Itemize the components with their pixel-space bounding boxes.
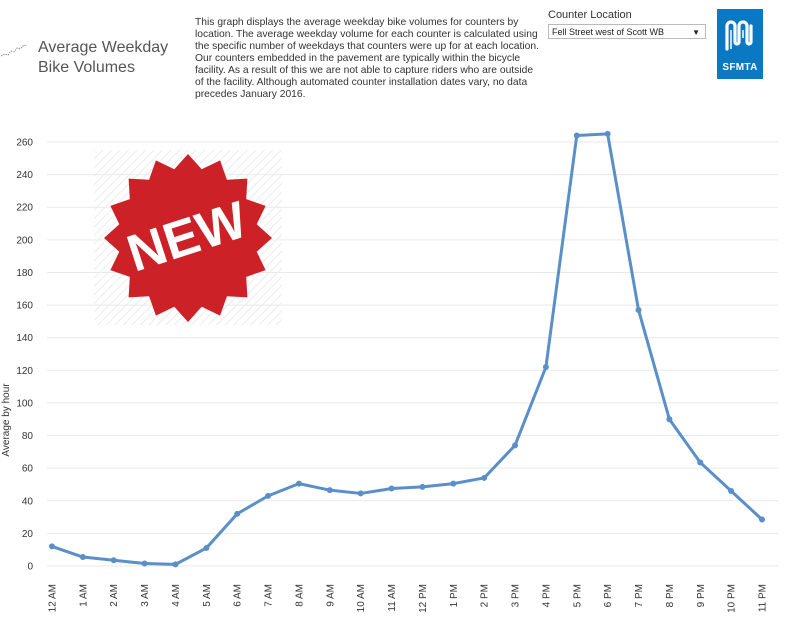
data-point[interactable] <box>542 364 549 371</box>
x-axis-ticks: 12 AM 1 AM 2 AM 3 AM 4 AM 5 AM 6 AM 7 AM 8 AM 9 A… <box>48 584 769 613</box>
y-tick-label: 80 <box>22 431 34 442</box>
badge-starburst <box>104 154 272 322</box>
x-tick-label: 4 PM <box>541 584 552 607</box>
y-tick-label: 180 <box>16 268 33 279</box>
y-tick-label: 260 <box>16 138 33 149</box>
data-point[interactable] <box>295 480 302 487</box>
data-points <box>49 130 765 568</box>
data-point[interactable] <box>79 554 86 561</box>
data-point[interactable] <box>388 485 395 492</box>
counter-location-select[interactable]: Fell Street west of Scott WB ▼ <box>548 24 706 39</box>
x-tick-label: 12 PM <box>418 584 429 613</box>
y-tick-label: 100 <box>16 398 33 409</box>
data-point[interactable] <box>604 130 611 137</box>
data-point[interactable] <box>759 516 765 523</box>
x-tick-label: 5 AM <box>202 584 213 607</box>
data-point[interactable] <box>172 561 179 568</box>
x-tick-label: 9 PM <box>696 584 707 607</box>
data-point[interactable] <box>110 557 117 564</box>
data-point[interactable] <box>697 459 704 466</box>
x-tick-label: 3 PM <box>511 584 522 607</box>
y-tick-label: 60 <box>22 464 34 475</box>
x-tick-label: 7 PM <box>634 584 645 607</box>
title-line-2: Bike Volumes <box>38 59 135 76</box>
y-tick-label: 160 <box>16 301 33 312</box>
sfmta-logo: SFMTA <box>717 9 763 79</box>
sfmta-logo-mark <box>725 20 753 51</box>
data-point[interactable] <box>481 474 488 481</box>
y-axis-ticks: 0 20 40 60 80 100 120 140 160 180 200 220 240 260 <box>16 138 33 573</box>
data-point[interactable] <box>573 132 580 139</box>
data-point[interactable] <box>49 543 55 550</box>
data-point[interactable] <box>141 560 148 567</box>
page-title: Average Weekday Bike Volumes <box>38 38 168 78</box>
new-badge: NEW <box>94 150 282 325</box>
y-tick-label: 140 <box>16 333 33 344</box>
x-tick-label: 2 AM <box>109 584 120 607</box>
y-tick-label: 240 <box>16 170 33 181</box>
x-tick-label: 7 AM <box>264 584 275 607</box>
x-tick-label: 11 PM <box>758 584 769 612</box>
y-tick-label: 0 <box>27 562 33 573</box>
data-point[interactable] <box>326 487 333 494</box>
description-text: This graph displays the average weekday … <box>195 17 539 100</box>
y-tick-label: 220 <box>16 203 33 214</box>
sfmta-logo-text: SFMTA <box>722 62 758 73</box>
dropdown-arrow-icon[interactable]: ▼ <box>692 28 700 37</box>
data-point[interactable] <box>512 442 519 449</box>
data-point[interactable] <box>203 545 210 552</box>
y-tick-label: 40 <box>22 496 34 507</box>
x-tick-label: 8 PM <box>665 584 676 607</box>
x-tick-label: 1 PM <box>449 584 460 607</box>
x-tick-label: 10 PM <box>727 584 738 613</box>
x-tick-label: 4 AM <box>171 584 182 607</box>
counter-location-label: Counter Location <box>548 9 632 21</box>
series-line <box>51 132 764 566</box>
x-tick-label: 8 AM <box>294 584 305 607</box>
data-point[interactable] <box>265 492 272 499</box>
y-tick-label: 120 <box>16 366 33 377</box>
x-tick-label: 9 AM <box>325 584 336 607</box>
y-tick-label: 200 <box>16 235 33 246</box>
chart-thumbnail-icon <box>0 44 28 57</box>
data-point[interactable] <box>357 490 364 497</box>
data-point[interactable] <box>635 306 642 313</box>
x-tick-label: 10 AM <box>356 584 367 612</box>
x-tick-label: 2 PM <box>480 584 491 607</box>
counter-location-value: Fell Street west of Scott WB <box>552 27 665 37</box>
x-tick-label: 6 PM <box>603 584 614 607</box>
y-axis-label: Average by hour <box>1 383 12 457</box>
data-point[interactable] <box>450 480 457 487</box>
x-tick-label: 11 AM <box>387 584 398 612</box>
x-tick-label: 12 AM <box>48 584 59 612</box>
title-line-1: Average Weekday <box>38 39 169 56</box>
x-tick-label: 3 AM <box>140 584 151 607</box>
x-tick-label: 5 PM <box>572 584 583 607</box>
x-tick-label: 1 AM <box>78 584 89 607</box>
x-tick-label: 6 AM <box>233 584 244 607</box>
data-point[interactable] <box>234 510 241 517</box>
y-tick-label: 20 <box>22 529 34 540</box>
data-point[interactable] <box>728 487 735 494</box>
data-point[interactable] <box>666 416 673 423</box>
data-point[interactable] <box>419 483 426 490</box>
